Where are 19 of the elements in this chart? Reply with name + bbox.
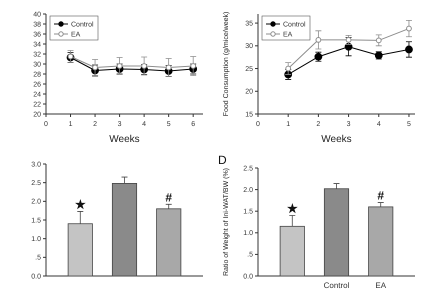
point (190, 63, 196, 69)
bar (156, 208, 182, 276)
data-label: ★ (286, 202, 298, 216)
point (406, 26, 412, 32)
data-label: # (165, 190, 172, 204)
point (141, 63, 148, 69)
point (405, 46, 413, 54)
point (285, 66, 292, 72)
point (376, 37, 382, 44)
data-label: ★ (74, 197, 86, 212)
point (116, 63, 122, 69)
x-axis-title: Weeks (321, 134, 352, 145)
x-axis-title: Weeks (109, 134, 140, 145)
point (166, 64, 172, 70)
data-label: # (377, 188, 384, 203)
bar (368, 206, 394, 276)
point (92, 64, 98, 70)
chart-title: D (218, 153, 227, 167)
point (315, 37, 322, 43)
